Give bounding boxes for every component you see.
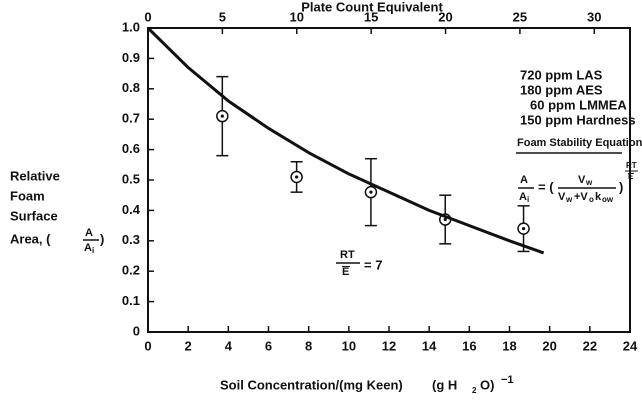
legend: 720 ppm LAS 180 ppm AES 60 ppm LMMEA 150… xyxy=(516,67,642,154)
x-tick-label: 8 xyxy=(305,338,312,353)
x-tick-label: 2 xyxy=(185,338,192,353)
x-tick-label: 14 xyxy=(422,338,437,353)
top-tick-label: 30 xyxy=(587,9,601,24)
eq-text: o xyxy=(589,195,594,204)
legend-line: 60 ppm LMMEA xyxy=(530,97,627,112)
fit-curve xyxy=(146,26,545,255)
top-axis-title: Plate Count Equivalent xyxy=(301,0,443,14)
annotation-rest: = 7 xyxy=(364,257,382,272)
x-axis-title-sub: 2 xyxy=(472,386,477,395)
x-tick-label: 4 xyxy=(225,338,233,353)
x-tick-label: 6 xyxy=(265,338,272,353)
y-title-frac-num: A xyxy=(85,227,93,239)
y-axis-title: Relative Foam Surface Area, ( A A i ) xyxy=(10,168,104,255)
y-tick-label: 0.9 xyxy=(122,50,140,65)
point-dot xyxy=(443,217,447,222)
x-axis-title-unit-close: O) xyxy=(480,377,494,392)
y-title-frac-den: A xyxy=(84,242,92,254)
x-tick-label: 16 xyxy=(462,338,476,353)
top-tick-label: 20 xyxy=(438,9,452,24)
top-tick-label: 25 xyxy=(513,9,527,24)
eq-text: V xyxy=(578,174,586,186)
annotation: RT E = 7 xyxy=(336,249,382,278)
y-tick-label: 0 xyxy=(133,323,140,338)
legend-line: 180 ppm AES xyxy=(520,82,603,97)
eq-text: RT xyxy=(626,161,637,170)
y-tick-label: 0.2 xyxy=(122,263,140,278)
eq-text: A xyxy=(519,191,527,203)
eq-text: i xyxy=(527,195,529,204)
legend-line: 150 ppm Hardness xyxy=(520,112,636,127)
equation-title: Foam Stability Equation xyxy=(517,137,642,149)
x-axis-title: Soil Concentration/(mg Keen) (g H 2 O) −… xyxy=(220,374,514,395)
eq-text: ) xyxy=(619,179,623,194)
y-title-frac-sub: i xyxy=(92,246,94,255)
point-dot xyxy=(295,175,299,179)
eq-text: w xyxy=(565,195,573,204)
eq-text: k xyxy=(595,191,602,203)
y-tick-label: 0.7 xyxy=(122,111,140,126)
x-tick-label: 10 xyxy=(342,338,356,353)
x-axis-title-main: Soil Concentration/(mg Keen) xyxy=(220,377,403,392)
eq-text: ow xyxy=(602,195,614,204)
eq-text: +V xyxy=(574,191,588,203)
x-axis-title-unit: (g H xyxy=(432,377,457,392)
y-tick-label: 0.1 xyxy=(122,293,140,308)
equation: A A i = ( V w V w +V o k ow ) RT E xyxy=(518,161,638,204)
x-axis-title-sup: −1 xyxy=(501,374,514,386)
y-tick-label: 0.6 xyxy=(122,141,140,156)
x-tick-label: 24 xyxy=(623,338,638,353)
top-tick-label: 0 xyxy=(144,9,151,24)
x-tick-label: 20 xyxy=(542,338,556,353)
top-tick-label: 15 xyxy=(364,9,378,24)
point-dot xyxy=(369,190,373,194)
eq-text: A xyxy=(520,174,528,186)
legend-line: 720 ppm LAS xyxy=(520,67,603,82)
y-tick-label: 0.5 xyxy=(122,171,140,186)
y-title-line: Surface xyxy=(10,208,58,223)
x-tick-label: 12 xyxy=(382,338,396,353)
point-dot xyxy=(521,227,526,231)
y-tick-label: 0.4 xyxy=(122,202,141,217)
y-tick-label: 0.3 xyxy=(122,232,140,247)
y-title-line: Relative xyxy=(10,168,60,183)
y-title-line: Foam xyxy=(10,188,45,203)
y-tick-label: 0.8 xyxy=(122,80,140,95)
x-tick-label: 18 xyxy=(502,338,516,353)
top-tick-label: 10 xyxy=(290,9,304,24)
annotation-num: RT xyxy=(340,249,355,261)
y-title-close: ) xyxy=(100,231,104,246)
eq-text: = ( xyxy=(538,179,554,194)
eq-text: w xyxy=(585,178,593,187)
top-tick-label: 5 xyxy=(219,9,226,24)
point-dot xyxy=(220,114,224,118)
y-title-line: Area, ( xyxy=(10,231,51,246)
annotation-den: E xyxy=(342,266,349,278)
eq-text: V xyxy=(558,191,566,203)
y-tick-label: 1.0 xyxy=(122,19,140,34)
x-tick-label: 22 xyxy=(583,338,597,353)
x-tick-label: 0 xyxy=(144,338,151,353)
